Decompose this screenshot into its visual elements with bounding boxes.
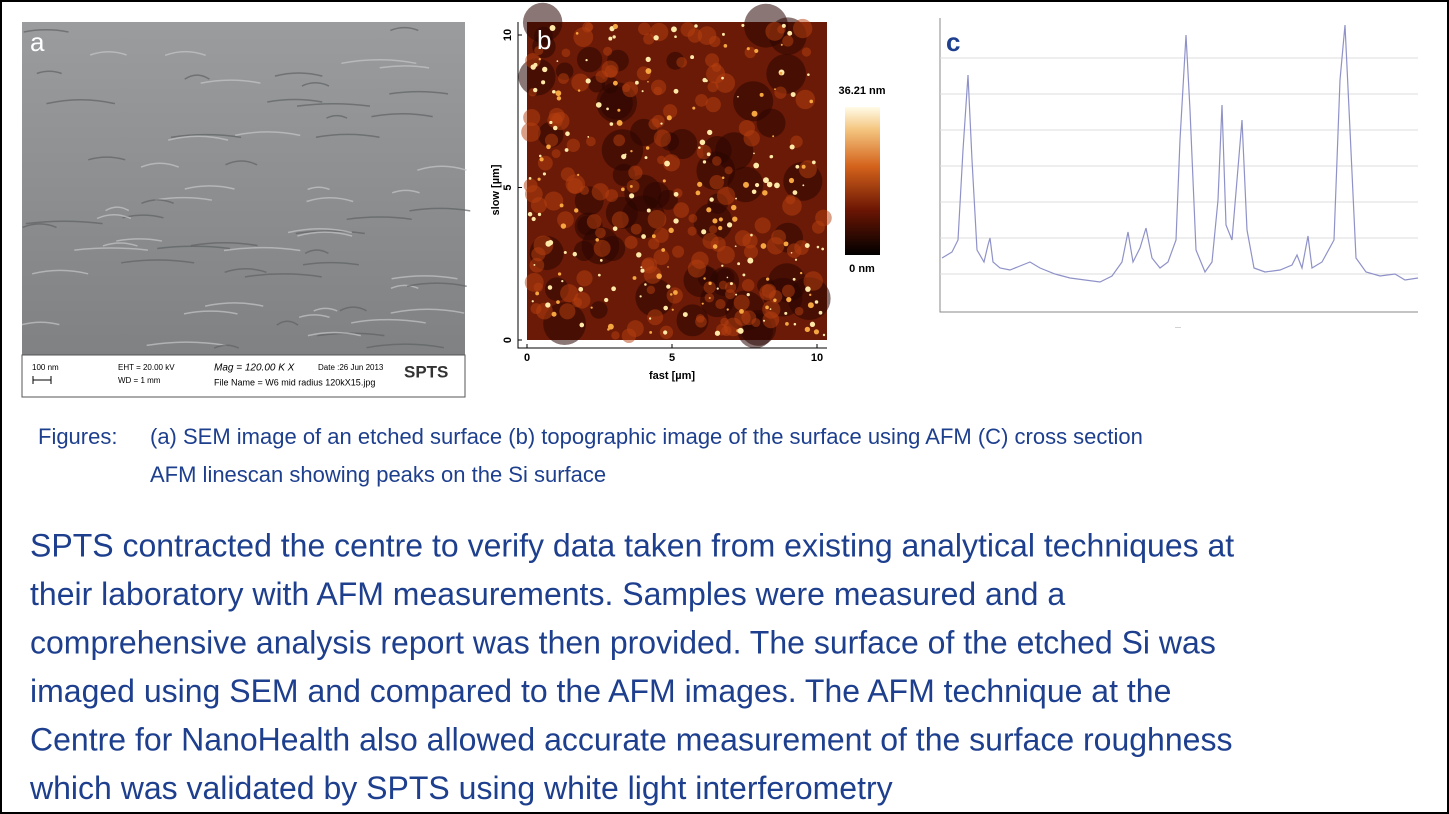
y-axis-label: slow [µm] [490, 164, 502, 215]
panel-label: a [30, 27, 45, 57]
sem-date: Date :26 Jun 2013 [318, 363, 384, 372]
colorbar-min: 0 nm [849, 263, 875, 275]
svg-text:—: — [1175, 326, 1181, 332]
linescan: — [940, 18, 1418, 332]
page: { "panels": { "a": { "label": "a", "scal… [0, 0, 1449, 814]
x-tick-label: 5 [669, 352, 675, 364]
caption-prefix: Figures: [38, 424, 117, 449]
sem-wd: WD = 1 mm [118, 376, 161, 385]
paragraph-line: comprehensive analysis report was then p… [30, 624, 1216, 660]
y-tick-label: 5 [502, 184, 514, 190]
sem-image [22, 22, 470, 355]
paragraph: SPTS contracted the centre to verify dat… [29, 527, 1234, 806]
paragraph-line: which was validated by SPTS using white … [29, 770, 893, 806]
paragraph-line: Centre for NanoHealth also allowed accur… [30, 721, 1232, 757]
caption-line: AFM linescan showing peaks on the Si sur… [150, 462, 606, 487]
scale-bar-label: 100 nm [32, 363, 59, 372]
sem-mag: Mag = 120.00 K X [214, 363, 295, 374]
y-tick-label: 0 [502, 337, 514, 343]
panel-label: c [946, 27, 960, 57]
logo: SPTS [404, 362, 448, 381]
colorbar [845, 107, 880, 255]
paragraph-line: their laboratory with AFM measurements. … [30, 576, 1065, 612]
document: a 100 nm EHT = 20.00 kV WD = 1 mm Mag = … [0, 0, 1449, 814]
caption-line: (a) SEM image of an etched surface (b) t… [150, 424, 1143, 449]
caption: (a) SEM image of an etched surface (b) t… [150, 424, 1143, 487]
sem-file-name: File Name = W6 mid radius 120kX15.jpg [214, 377, 375, 387]
y-tick-label: 10 [502, 29, 514, 41]
sem-info-bar [22, 355, 465, 397]
x-tick-label: 0 [524, 352, 530, 364]
panel-label: b [537, 25, 551, 55]
sem-eht: EHT = 20.00 kV [118, 363, 175, 372]
x-axis-label: fast [µm] [649, 370, 695, 382]
paragraph-line: SPTS contracted the centre to verify dat… [30, 527, 1234, 563]
colorbar-max: 36.21 nm [838, 85, 885, 97]
x-tick-label: 10 [811, 352, 823, 364]
paragraph-line: imaged using SEM and compared to the AFM… [30, 673, 1171, 709]
